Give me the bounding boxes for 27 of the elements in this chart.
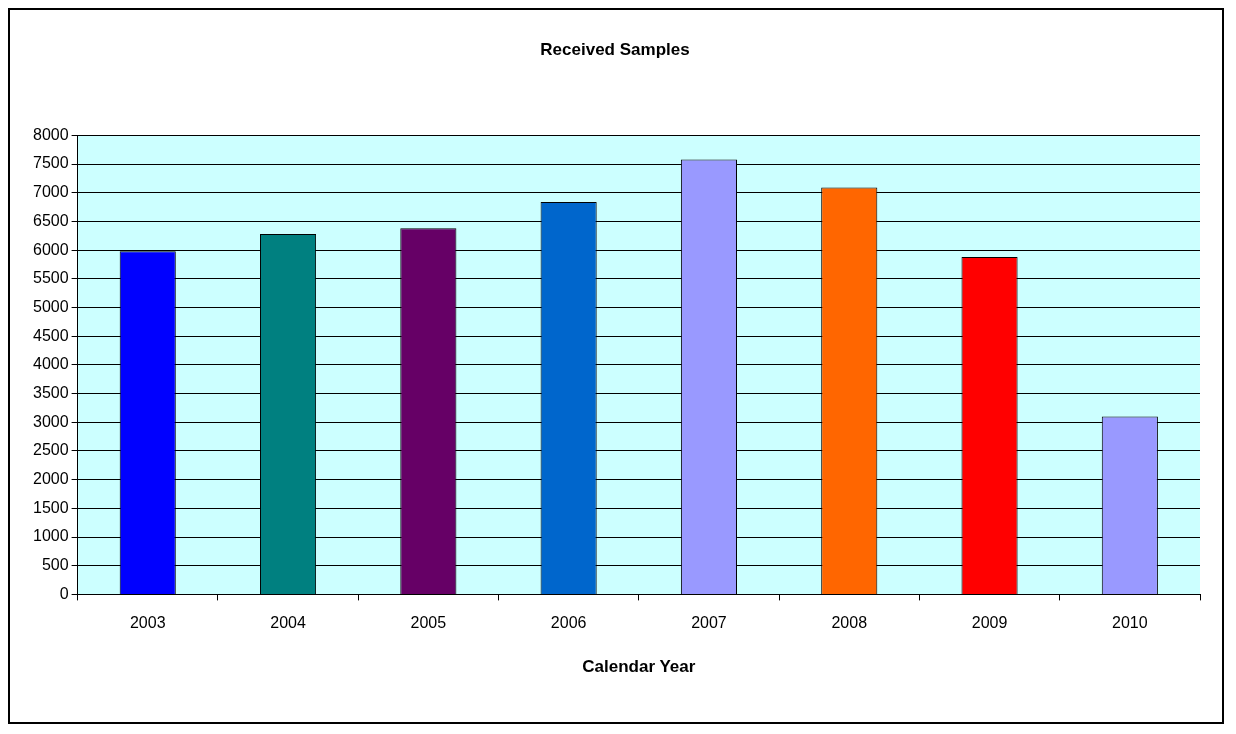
x-tick-label: 2008 [831, 614, 868, 632]
x-tick-label: 2005 [410, 614, 447, 632]
x-tick-label: 2009 [971, 614, 1008, 632]
y-tick-label: 6000 [33, 240, 69, 258]
x-tick-label: 2010 [1112, 614, 1148, 632]
y-tick-label: 1500 [33, 498, 69, 516]
y-tick-label: 3000 [33, 412, 69, 430]
y-tick-label: 7000 [33, 183, 69, 201]
x-tick-label: 2006 [550, 614, 587, 632]
y-tick-label: 2500 [33, 441, 69, 459]
y-tick-label: 6500 [33, 211, 69, 229]
y-tick-label: 5500 [33, 269, 69, 287]
y-tick-label: 4500 [33, 326, 69, 344]
x-tick-label: 2004 [270, 614, 306, 632]
y-tick-label: 3500 [33, 383, 69, 401]
y-tick-label: 500 [41, 556, 69, 574]
x-tick-label: 2003 [129, 614, 166, 632]
x-axis-title: Calendar Year [582, 657, 696, 677]
y-tick-label: 1000 [33, 527, 69, 545]
y-tick-label: 7500 [33, 154, 69, 172]
y-tick-label: 4000 [33, 355, 69, 373]
chart-title: Received Samples [540, 39, 690, 59]
y-tick-label: 5000 [33, 297, 69, 315]
y-tick-label: 8000 [33, 125, 69, 143]
y-tick-label: 2000 [33, 470, 69, 488]
x-tick-label: 2007 [691, 614, 727, 632]
y-tick-label: 0 [59, 584, 69, 602]
